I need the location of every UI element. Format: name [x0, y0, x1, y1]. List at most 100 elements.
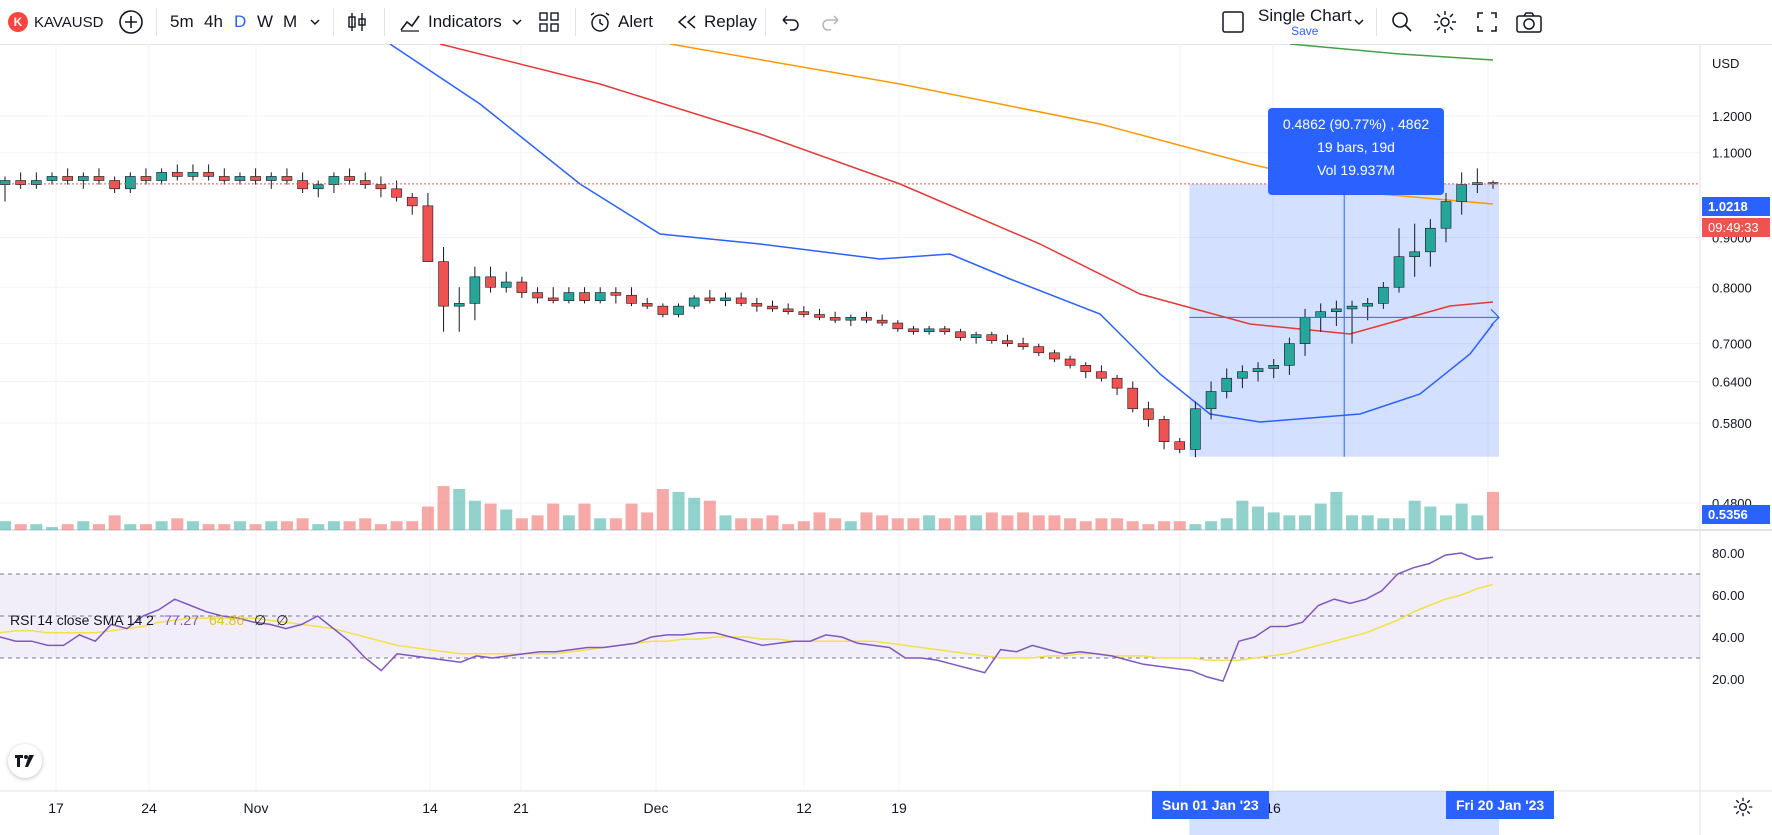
alert-button[interactable]: Alert — [588, 0, 653, 44]
screenshot-button[interactable] — [1515, 0, 1543, 44]
symbol-search[interactable]: K KAVAUSD — [8, 0, 103, 44]
tradingview-logo[interactable] — [8, 744, 42, 778]
countdown-tag: 09:49:33 — [1702, 218, 1770, 237]
candle-body — [312, 184, 324, 190]
volume-bar — [359, 518, 372, 530]
candle-body — [1378, 286, 1389, 304]
candle-body — [187, 172, 199, 177]
volume-bar — [829, 518, 842, 530]
volume-bar — [797, 521, 810, 530]
volume-bar — [1455, 503, 1468, 530]
volume-bar — [218, 524, 231, 530]
candle-body — [1221, 377, 1233, 392]
rsi-title[interactable]: RSI 14 close SMA 14 2 — [10, 612, 154, 628]
interval-m[interactable]: M — [283, 12, 298, 31]
interval-w[interactable]: W — [257, 12, 274, 31]
fullscreen-button[interactable] — [1475, 0, 1499, 44]
settings-button[interactable] — [1432, 0, 1458, 44]
volume-bar — [186, 521, 199, 530]
candle-body — [1440, 201, 1452, 229]
volume-bar — [343, 521, 356, 530]
volume-bar — [985, 512, 998, 530]
interval-d[interactable]: D — [234, 12, 247, 31]
candle-body — [344, 176, 355, 181]
price-axis-label: 0.6400 — [1712, 374, 1752, 389]
candle-body — [986, 334, 998, 341]
candle-body — [861, 317, 872, 321]
interval-dropdown[interactable] — [309, 0, 321, 44]
candle-body — [218, 176, 230, 181]
volume-bar — [844, 521, 857, 530]
candle-body — [829, 317, 841, 321]
time-axis-label: Nov — [244, 800, 269, 816]
symbol-label: KAVAUSD — [34, 13, 104, 31]
volume-bar — [923, 515, 936, 530]
replay-button[interactable]: Replay — [676, 0, 757, 44]
volume-bar — [1424, 506, 1437, 530]
chart-type-button[interactable] — [346, 0, 368, 44]
volume-bar — [202, 524, 215, 530]
save-label: Save — [1291, 24, 1319, 38]
volume-bar — [938, 518, 951, 530]
volume-bar — [547, 503, 560, 530]
candle-body — [547, 297, 559, 301]
indicators-button[interactable]: Indicators — [398, 0, 502, 44]
volume-bar — [1393, 518, 1406, 530]
candle-body — [892, 322, 904, 330]
indicators-dropdown[interactable] — [511, 0, 523, 44]
candle-body — [626, 294, 637, 304]
candle-body — [688, 297, 700, 307]
candle-body — [140, 176, 152, 181]
interval-5m[interactable]: 5m — [170, 12, 194, 31]
layout-name[interactable]: Single Chart Save — [1258, 0, 1352, 44]
candle-body — [610, 292, 622, 296]
candle-body — [62, 176, 73, 181]
candle-body — [1049, 352, 1060, 360]
tradingview-logo-icon — [15, 755, 34, 767]
undo-button[interactable] — [779, 0, 801, 44]
volume-bar — [312, 524, 325, 530]
candle-body — [641, 303, 653, 307]
search-button[interactable] — [1390, 0, 1414, 44]
volume-bar — [437, 486, 450, 530]
currency-label[interactable]: USD — [1712, 56, 1740, 71]
price-axis-label: 0.7000 — [1712, 337, 1752, 352]
candle-body — [1158, 419, 1170, 442]
interval-4h[interactable]: 4h — [204, 12, 223, 31]
volume-bar — [578, 503, 591, 530]
candle-body — [782, 308, 794, 313]
candle-body — [453, 303, 465, 307]
volume-bar — [1189, 524, 1202, 530]
kava-logo-icon: K — [8, 12, 28, 32]
price-chart[interactable]: 1.20001.10000.90000.80000.70000.64000.58… — [0, 44, 1772, 835]
volume-bar — [594, 518, 607, 530]
time-axis-label: 12 — [796, 800, 812, 816]
candle-body — [1331, 308, 1342, 313]
measure-tooltip: 0.4862 (90.77%) , 4862 19 bars, 19d Vol … — [1268, 108, 1444, 195]
candle-body — [845, 317, 857, 321]
volume-bar — [625, 503, 638, 530]
redo-button[interactable] — [820, 0, 842, 44]
layout-dropdown[interactable] — [1353, 0, 1365, 44]
candle-body — [532, 292, 543, 299]
candle-body — [78, 176, 89, 181]
volume-bar — [970, 515, 983, 530]
time-axis-label: Dec — [644, 800, 669, 816]
volume-bar — [1252, 506, 1265, 530]
volume-bar — [1440, 515, 1453, 530]
compare-button[interactable] — [118, 0, 144, 44]
candle-body — [1127, 387, 1139, 410]
candle-body — [563, 292, 575, 301]
volume-bar — [77, 521, 90, 530]
candle-body — [876, 319, 888, 324]
candle-body — [735, 297, 747, 304]
candle-body — [15, 180, 26, 185]
templates-button[interactable] — [538, 0, 560, 44]
chevron-down-icon — [512, 19, 522, 26]
volume-bar — [954, 515, 967, 530]
price-axis-label: 1.2000 — [1712, 109, 1752, 124]
layout-button[interactable] — [1221, 0, 1245, 44]
candle-body — [1190, 408, 1201, 450]
time-axis-settings[interactable] — [1732, 796, 1754, 823]
candle-body — [1064, 358, 1076, 366]
